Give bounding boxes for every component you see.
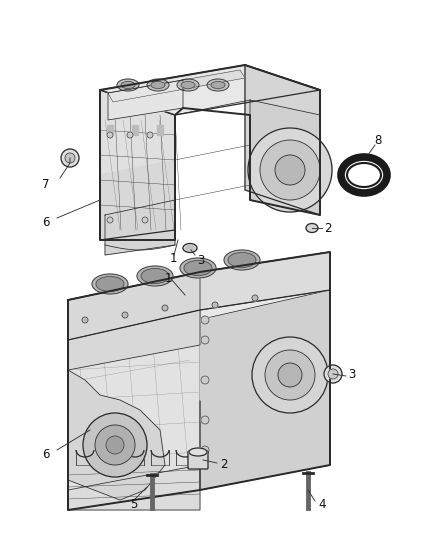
Polygon shape — [100, 90, 175, 240]
Circle shape — [265, 350, 315, 400]
Polygon shape — [100, 160, 175, 240]
Text: 7: 7 — [42, 179, 49, 191]
Text: 2: 2 — [220, 458, 227, 472]
Circle shape — [147, 132, 153, 138]
Circle shape — [83, 413, 147, 477]
Ellipse shape — [228, 253, 256, 268]
Circle shape — [201, 416, 209, 424]
Text: 8: 8 — [374, 134, 381, 148]
Circle shape — [328, 369, 338, 379]
Circle shape — [106, 436, 124, 454]
Circle shape — [212, 302, 218, 308]
Circle shape — [65, 153, 75, 163]
Text: 4: 4 — [318, 497, 325, 511]
Polygon shape — [250, 100, 320, 215]
Bar — [157, 125, 163, 135]
Circle shape — [278, 363, 302, 387]
Circle shape — [252, 337, 328, 413]
Polygon shape — [68, 290, 330, 340]
Circle shape — [95, 425, 135, 465]
Ellipse shape — [181, 82, 195, 88]
Polygon shape — [105, 200, 175, 255]
Circle shape — [248, 128, 332, 212]
Ellipse shape — [184, 261, 212, 276]
Circle shape — [82, 317, 88, 323]
Circle shape — [275, 155, 305, 185]
Circle shape — [201, 376, 209, 384]
Text: 3: 3 — [348, 368, 355, 382]
Text: 1: 1 — [170, 252, 177, 264]
Ellipse shape — [137, 266, 173, 286]
Ellipse shape — [211, 82, 225, 88]
Ellipse shape — [147, 79, 169, 91]
Polygon shape — [108, 80, 183, 120]
Ellipse shape — [121, 82, 135, 88]
Circle shape — [201, 336, 209, 344]
FancyBboxPatch shape — [188, 451, 208, 469]
Circle shape — [142, 217, 148, 223]
Circle shape — [260, 140, 320, 200]
Ellipse shape — [183, 244, 197, 253]
Text: 3: 3 — [197, 254, 205, 266]
Text: 1: 1 — [165, 271, 173, 285]
Circle shape — [122, 312, 128, 318]
Polygon shape — [68, 370, 165, 500]
Polygon shape — [200, 290, 330, 490]
Circle shape — [252, 295, 258, 301]
Polygon shape — [68, 310, 200, 510]
Polygon shape — [100, 65, 320, 115]
Ellipse shape — [186, 246, 194, 251]
Ellipse shape — [224, 250, 260, 270]
Text: 6: 6 — [42, 215, 49, 229]
Polygon shape — [245, 65, 320, 215]
Ellipse shape — [177, 79, 199, 91]
Bar — [107, 125, 113, 135]
Ellipse shape — [189, 448, 207, 456]
Ellipse shape — [92, 274, 128, 294]
Circle shape — [61, 149, 79, 167]
Polygon shape — [68, 272, 200, 370]
Bar — [132, 125, 138, 135]
Circle shape — [201, 446, 209, 454]
Ellipse shape — [180, 258, 216, 278]
Ellipse shape — [151, 82, 165, 88]
Ellipse shape — [347, 163, 381, 187]
Ellipse shape — [207, 79, 229, 91]
Circle shape — [201, 316, 209, 324]
Circle shape — [324, 365, 342, 383]
Ellipse shape — [141, 269, 169, 284]
Circle shape — [107, 217, 113, 223]
Circle shape — [107, 132, 113, 138]
Polygon shape — [108, 70, 245, 102]
Polygon shape — [68, 252, 330, 340]
Ellipse shape — [306, 223, 318, 232]
Text: 2: 2 — [324, 222, 332, 235]
Text: 5: 5 — [130, 497, 138, 511]
Ellipse shape — [117, 79, 139, 91]
Circle shape — [162, 305, 168, 311]
Polygon shape — [68, 465, 200, 510]
Text: 6: 6 — [42, 448, 49, 462]
Ellipse shape — [96, 277, 124, 292]
Circle shape — [127, 132, 133, 138]
Polygon shape — [200, 300, 330, 400]
Ellipse shape — [341, 157, 387, 193]
